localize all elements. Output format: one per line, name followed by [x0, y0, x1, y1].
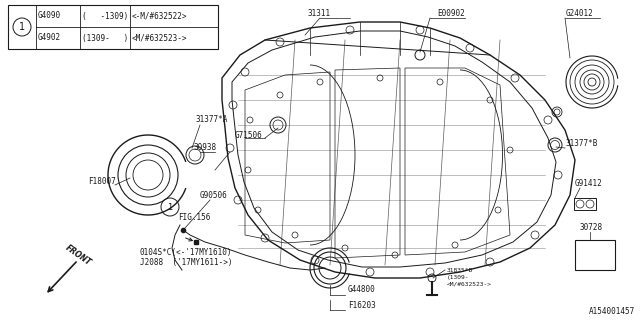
Text: J2088  ('17MY1611->): J2088 ('17MY1611->)	[140, 258, 232, 267]
Text: E00902: E00902	[437, 10, 465, 19]
Text: FRONT: FRONT	[63, 243, 93, 267]
Text: G24012: G24012	[566, 10, 594, 19]
Text: (   -1309): ( -1309)	[82, 12, 128, 20]
Text: G4090: G4090	[38, 12, 61, 20]
Bar	[8, 5, 218, 49]
Bar	[575, 240, 615, 270]
Text: FIG.156: FIG.156	[178, 213, 211, 222]
Text: G44800: G44800	[348, 285, 376, 294]
Text: 31835*B
(1309-
<M/#632523->: 31835*B (1309- <M/#632523->	[447, 268, 492, 286]
Text: 1: 1	[168, 203, 173, 212]
Text: F16203: F16203	[348, 300, 376, 309]
Text: G71506: G71506	[235, 131, 263, 140]
Text: 30938: 30938	[193, 143, 216, 153]
Text: 31311: 31311	[308, 10, 331, 19]
Text: 31377*A: 31377*A	[196, 116, 228, 124]
Text: 31377*B: 31377*B	[566, 139, 598, 148]
Text: G4902: G4902	[38, 34, 61, 43]
Text: 1: 1	[19, 22, 25, 32]
Text: (1309-   ): (1309- )	[82, 34, 128, 43]
Text: 0104S*C(<-'17MY1610): 0104S*C(<-'17MY1610)	[140, 247, 232, 257]
Text: <-M/#632522>: <-M/#632522>	[132, 12, 188, 20]
Text: <M/#632523->: <M/#632523->	[132, 34, 188, 43]
Text: F18007: F18007	[88, 178, 116, 187]
Text: 30728: 30728	[580, 223, 603, 233]
Text: G91412: G91412	[575, 179, 603, 188]
Bar	[574, 198, 596, 210]
Text: A154001457: A154001457	[589, 307, 635, 316]
Text: G90506: G90506	[200, 191, 228, 201]
